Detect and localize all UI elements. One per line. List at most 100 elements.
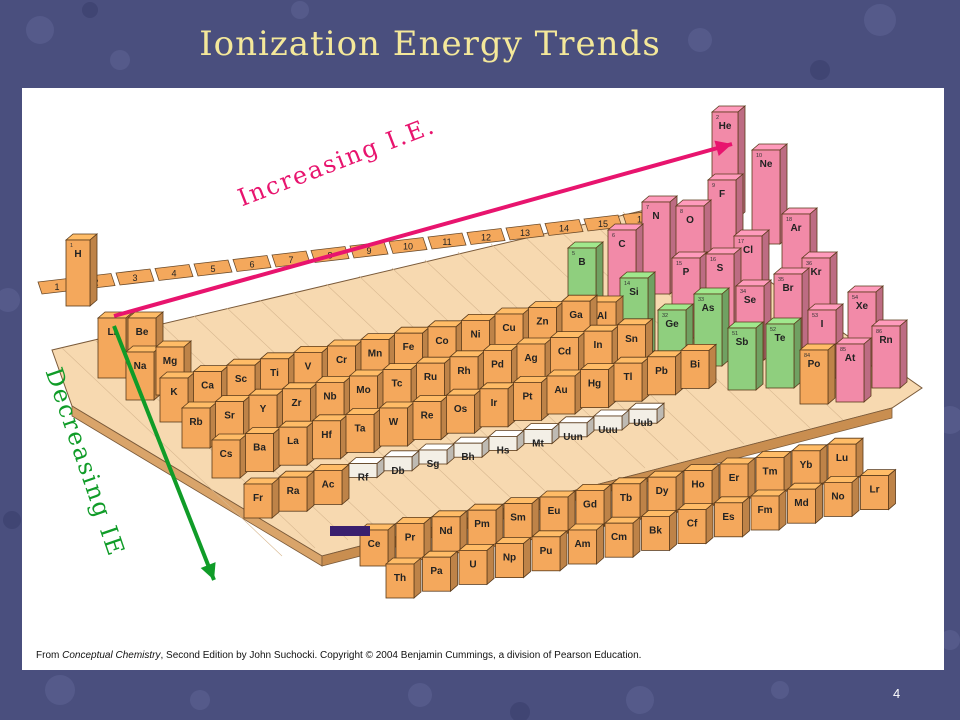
element-block-ta: Ta [344,407,383,454]
group-number-tile: 11 [427,232,467,250]
element-symbol: Eu [548,506,561,517]
atomic-number: 18 [786,217,792,223]
element-symbol: Cf [687,519,698,530]
actinide-block-bk: Bk [640,509,678,552]
element-symbol: Sg [427,459,440,470]
element-symbol: Db [391,466,404,477]
element-symbol: Ce [368,539,381,550]
element-symbol: Am [574,539,590,550]
element-symbol: Br [782,283,793,294]
element-block-ra: Ra [277,470,316,513]
element-block-re: Re [411,394,450,441]
base-grid-line [61,347,283,557]
lanthanide-block-dy: Dy [646,470,685,515]
group-number-label: 11 [442,237,451,247]
element-symbol: Ca [201,381,214,392]
element-symbol: Rb [189,417,202,428]
element-block-h: 1H [64,233,99,307]
actinide-block-am: Am [567,523,605,565]
element-symbol: Cl [743,245,753,256]
element-symbol: Tc [392,379,403,390]
element-symbol: No [831,491,844,502]
element-symbol: Pr [405,532,416,543]
actinide-block-fm: Fm [749,489,788,531]
actinide-block-es: Es [713,495,751,538]
credit-book-title: Conceptual Chemistry [62,650,161,661]
atomic-number: 9 [712,183,715,189]
element-symbol: U [469,559,476,570]
element-symbol: Sn [625,334,638,345]
element-symbol: Mn [368,349,382,360]
element-symbol: Sr [224,411,235,422]
group-number-label: 7 [288,255,293,265]
element-symbol: Po [808,359,821,370]
lanthanide-block-yb: Yb [790,443,829,488]
element-symbol: K [170,387,178,398]
element-symbol: He [719,121,732,132]
element-symbol: Ho [691,480,704,491]
element-symbol: Cr [336,355,347,366]
element-symbol: Uun [563,432,582,443]
element-block-mt: Mt [522,422,561,450]
element-symbol: Ta [355,423,366,434]
element-symbol: Ga [569,310,583,321]
element-symbol: Fe [403,342,415,353]
actinide-block-np: Np [494,536,532,579]
element-symbol: Ti [270,368,279,379]
group-number-tile: 3 [115,268,155,286]
element-symbol: Dy [656,486,669,497]
element-block-hf: Hf [311,413,349,460]
element-symbol: Rf [358,473,369,484]
element-symbol: Tl [624,372,633,383]
element-block-db: Db [382,449,421,477]
element-symbol: In [594,340,603,351]
element-block-hg: Hg [579,362,617,409]
actinide-block-u: U [457,543,496,586]
element-symbol: Hg [588,379,601,390]
group-number-label: 15 [598,219,608,229]
atomic-number: 15 [676,261,682,267]
element-symbol: P [683,267,690,278]
element-symbol: Cs [220,449,233,460]
atomic-number: 51 [732,331,738,337]
element-block-ir: Ir [478,381,517,428]
group-number-label: 13 [520,228,530,238]
element-block-ba: Ba [244,426,282,473]
element-block-sg: Sg [417,443,456,470]
element-symbol: Ba [253,443,266,454]
actinide-block-md: Md [786,482,824,525]
periodic-table-figure: 12345678910111213141516 1H2He10Ne9F18Ar7… [22,88,944,670]
group-number-tile: 12 [466,228,506,245]
element-symbol: Pt [523,391,534,402]
element-symbol: Bk [649,525,662,536]
group-number-label: 10 [403,242,413,252]
element-symbol: Bh [461,452,474,463]
atomic-number: 10 [756,153,762,159]
lanthanide-block-ce: Ce [358,523,397,567]
slide-title: Ionization Energy Trends [199,24,661,64]
credit-prefix: From [36,650,63,661]
element-symbol: H [74,249,81,260]
actinide-block-pa: Pa [421,550,459,593]
element-symbol: Gd [583,499,597,510]
element-block-li: Li [96,311,135,379]
element-symbol: Kr [810,267,821,278]
element-symbol: Bi [690,359,700,370]
element-block-uuu: Uuu [592,409,631,436]
group-number-label: 9 [366,246,371,256]
atomic-number: 52 [770,327,776,333]
element-block-rf: Rf [347,456,386,484]
element-symbol: Os [454,404,468,415]
element-symbol: Y [260,404,267,415]
atomic-number: 34 [740,289,746,295]
element-symbol: Ne [760,159,773,170]
element-symbol: Es [722,512,735,523]
group-number-label: 4 [171,269,176,279]
element-symbol: Yb [800,460,813,471]
element-symbol: Si [629,287,639,298]
lanthanide-block-gd: Gd [574,483,613,528]
group-number-tile: 5 [193,259,233,277]
actinide-block-pu: Pu [530,529,569,572]
element-symbol: Hf [321,430,332,441]
